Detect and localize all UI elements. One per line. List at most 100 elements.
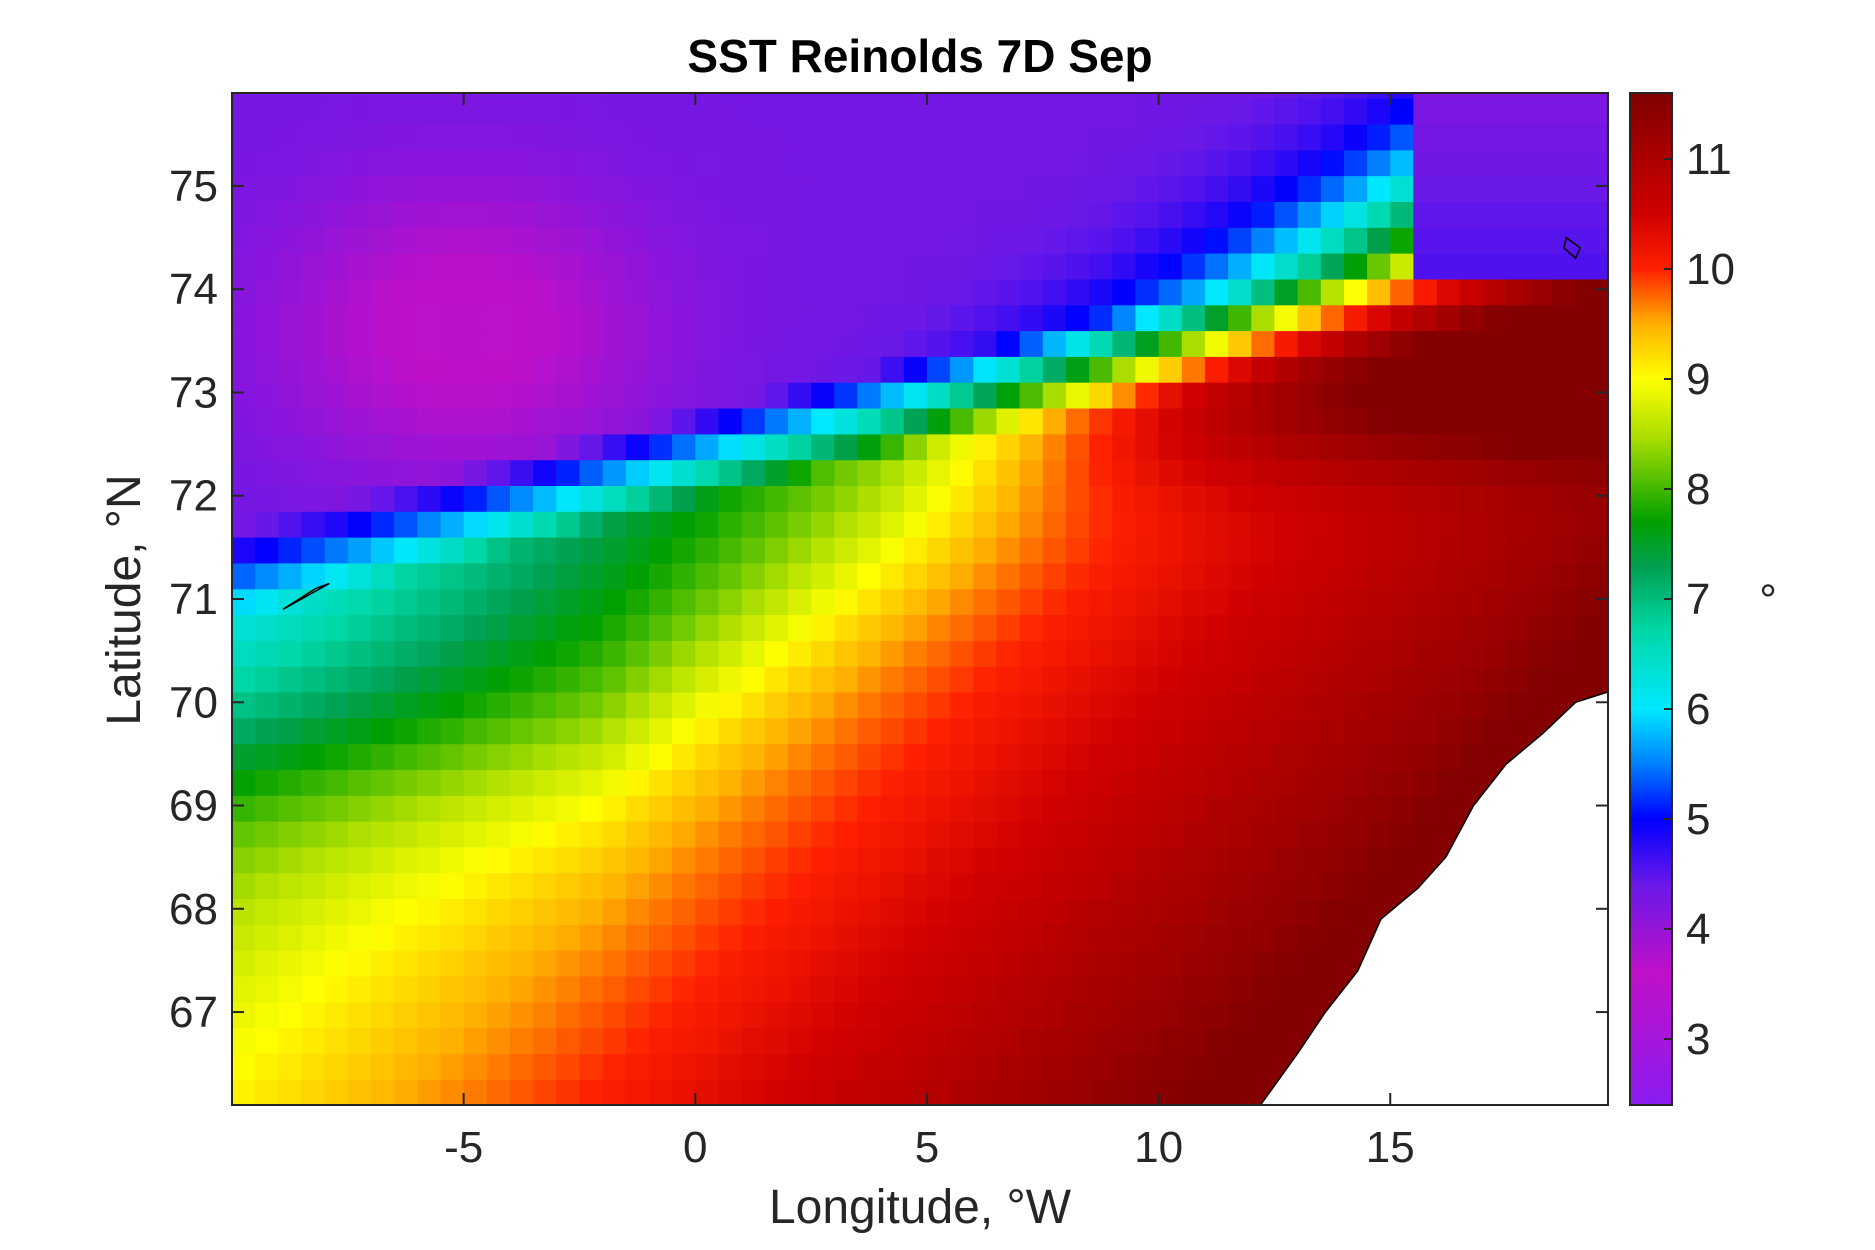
- heatmap-cell: [926, 846, 951, 874]
- heatmap-cell: [1112, 304, 1137, 332]
- heatmap-cell: [625, 124, 650, 151]
- heatmap-cell: [695, 666, 720, 693]
- heatmap-cell: [1320, 304, 1345, 332]
- heatmap-cell: [347, 304, 372, 332]
- heatmap-cell: [926, 382, 951, 409]
- heatmap-cell: [486, 795, 511, 822]
- heatmap-cell: [1204, 175, 1229, 202]
- heatmap-cell: [834, 640, 859, 667]
- heatmap-cell: [510, 382, 534, 409]
- heatmap-cell: [1506, 356, 1530, 383]
- heatmap-cell: [417, 278, 442, 306]
- heatmap-cell: [1274, 795, 1299, 822]
- heatmap-cell: [1320, 537, 1345, 564]
- heatmap-cell: [579, 717, 604, 745]
- heatmap-cell: [695, 1027, 720, 1054]
- heatmap-cell: [510, 975, 534, 1003]
- heatmap-cell: [834, 1001, 859, 1029]
- heatmap-cell: [996, 253, 1021, 280]
- heatmap-cell: [579, 433, 604, 461]
- heatmap-cell: [1529, 382, 1553, 409]
- heatmap-cell: [1436, 175, 1461, 202]
- heatmap-cell: [926, 98, 951, 125]
- heatmap-cell: [811, 459, 835, 486]
- heatmap-cell: [950, 278, 974, 306]
- heatmap-cell: [834, 511, 859, 538]
- heatmap-cell: [973, 898, 998, 925]
- heatmap-cell: [533, 950, 557, 977]
- heatmap-cell: [255, 795, 279, 822]
- heatmap-cell: [301, 330, 326, 357]
- heatmap-cell: [1297, 227, 1322, 254]
- heatmap-cell: [1598, 588, 1608, 616]
- heatmap-cell: [649, 278, 673, 306]
- heatmap-cell: [579, 924, 604, 951]
- heatmap-cell: [1413, 717, 1438, 745]
- heatmap-cell: [649, 975, 673, 1003]
- heatmap-cell: [1135, 562, 1160, 590]
- heatmap-cell: [1251, 511, 1276, 538]
- heatmap-cell: [1065, 846, 1090, 874]
- heatmap-cell: [1204, 769, 1229, 796]
- heatmap-cell: [811, 898, 835, 925]
- heatmap-cell: [602, 562, 627, 590]
- heatmap-cell: [510, 1053, 534, 1080]
- heatmap-cell: [1112, 433, 1137, 461]
- heatmap-cell: [1343, 872, 1368, 900]
- heatmap-cell: [1367, 717, 1391, 745]
- heatmap-cell: [371, 1079, 395, 1105]
- heatmap-cell: [1135, 124, 1160, 151]
- heatmap-cell: [950, 717, 974, 745]
- heatmap-cell: [1019, 717, 1044, 745]
- heatmap-cell: [417, 511, 442, 538]
- heatmap-cell: [1181, 330, 1206, 357]
- heatmap-cell: [649, 769, 673, 796]
- heatmap-cell: [1228, 846, 1252, 874]
- heatmap-cell: [1135, 537, 1160, 564]
- heatmap-cell: [718, 1053, 743, 1080]
- heatmap-cell: [232, 691, 256, 719]
- heatmap-cell: [718, 769, 743, 796]
- colorbar-tick-label: 4: [1686, 905, 1710, 954]
- heatmap-cell: [1135, 304, 1160, 332]
- heatmap-cell: [1158, 98, 1183, 125]
- heatmap-cell: [1367, 304, 1391, 332]
- heatmap-cell: [649, 795, 673, 822]
- heatmap-cell: [996, 356, 1021, 383]
- heatmap-cell: [672, 93, 696, 99]
- heatmap-cell: [1459, 562, 1484, 590]
- heatmap-cell: [417, 330, 442, 357]
- heatmap-cell: [950, 924, 974, 951]
- heatmap-cell: [510, 227, 534, 254]
- heatmap-cell: [1158, 227, 1183, 254]
- heatmap-cell: [324, 433, 349, 461]
- heatmap-cell: [1204, 821, 1229, 848]
- heatmap-cell: [1228, 459, 1252, 486]
- heatmap-cell: [1135, 924, 1160, 951]
- heatmap-cell: [463, 175, 488, 202]
- heatmap-cell: [1112, 562, 1137, 590]
- heatmap-cell: [255, 382, 279, 409]
- heatmap-cell: [1598, 640, 1608, 667]
- heatmap-cell: [996, 821, 1021, 848]
- heatmap-cell: [486, 201, 511, 228]
- heatmap-cell: [1297, 821, 1322, 848]
- heatmap-cell: [1019, 1079, 1044, 1105]
- heatmap-cell: [1367, 382, 1391, 409]
- heatmap-cell: [255, 821, 279, 848]
- heatmap-cell: [1297, 640, 1322, 667]
- heatmap-cell: [417, 743, 442, 770]
- heatmap-cell: [1181, 1053, 1206, 1080]
- heatmap-cell: [510, 485, 534, 512]
- heatmap-cell: [1228, 666, 1252, 693]
- heatmap-cell: [324, 898, 349, 925]
- heatmap-cell: [741, 253, 766, 280]
- heatmap-cell: [857, 124, 882, 151]
- heatmap-cell: [394, 227, 418, 254]
- heatmap-cell: [788, 795, 812, 822]
- heatmap-cell: [347, 666, 372, 693]
- heatmap-cell: [463, 898, 488, 925]
- heatmap-cell: [1158, 640, 1183, 667]
- heatmap-cell: [741, 304, 766, 332]
- heatmap-cell: [834, 433, 859, 461]
